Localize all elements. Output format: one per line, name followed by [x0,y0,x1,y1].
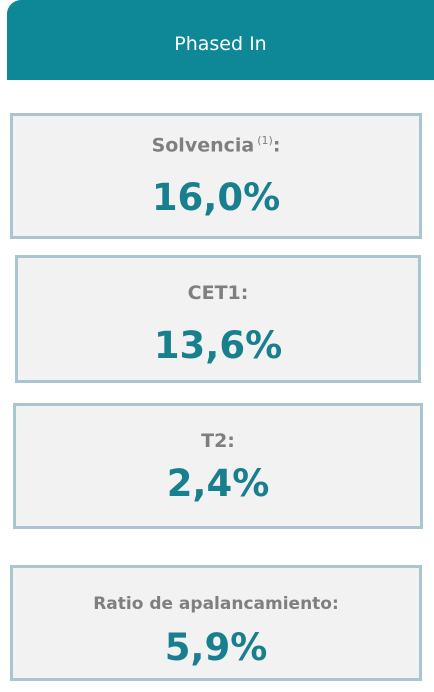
card: Ratio de apalancamiento: 5,9% [10,565,422,681]
card: T2: 2,4% [13,403,423,529]
card-value: 16,0% [151,176,281,219]
card-note: (1) [257,134,273,147]
header-title: Phased In [174,33,267,55]
card-label: Ratio de apalancamiento: [93,594,339,614]
card-label-end: : [272,134,281,157]
card: CET1: 13,6% [15,255,421,383]
card: Solvencia (1): 16,0% [10,113,422,239]
card-label: CET1: [187,282,249,304]
card-label: Solvencia [151,134,255,157]
card-label-row: Solvencia (1): [13,134,419,156]
card-value: 5,9% [164,626,268,669]
card-value: 2,4% [166,462,270,505]
card-value: 13,6% [153,324,283,367]
header: Phased In [7,0,434,80]
card-label: T2: [201,430,235,452]
